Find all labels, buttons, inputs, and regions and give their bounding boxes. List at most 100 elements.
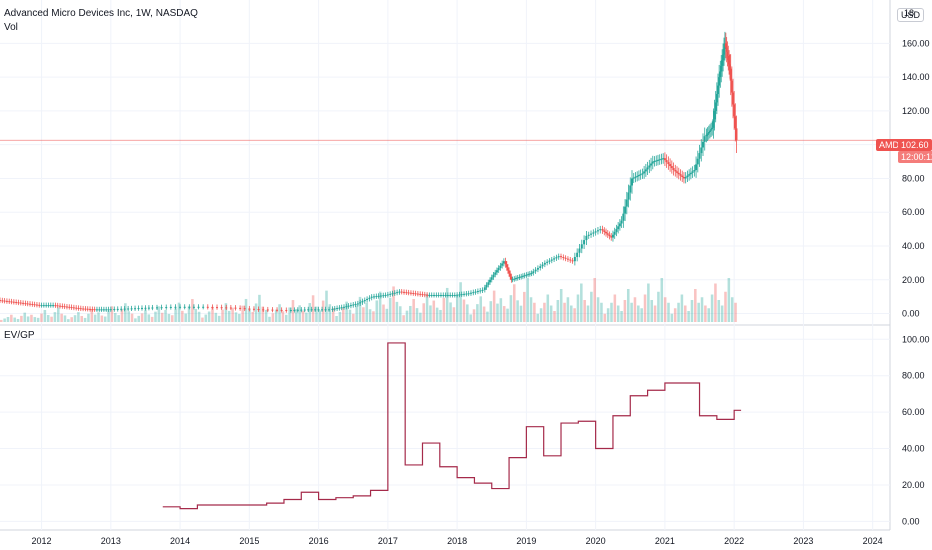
volume-bar	[590, 291, 593, 322]
volume-bar	[637, 305, 640, 322]
price-candle-body	[686, 175, 689, 178]
volume-bar	[623, 300, 627, 322]
price-candle-body	[8, 301, 11, 303]
indicator-label: EV/GP	[4, 330, 35, 341]
volume-bar	[352, 313, 355, 322]
price-candle-body	[458, 294, 461, 296]
price-candle-body	[509, 273, 512, 277]
price-candle-body	[506, 267, 509, 271]
volume-bar	[144, 309, 147, 322]
volume-bar	[258, 294, 261, 322]
volume-bar	[606, 308, 610, 322]
volume-bar	[710, 294, 714, 322]
volume-bar	[704, 305, 707, 322]
volume-bar	[539, 308, 543, 322]
price-axis-tick: 20.00	[902, 275, 925, 285]
price-candle-body	[696, 158, 699, 165]
volume-bar	[234, 312, 238, 322]
price-candle-body	[711, 127, 714, 130]
volume-bar	[80, 315, 84, 322]
volume-bar	[83, 317, 87, 322]
volume-bar	[640, 308, 643, 322]
price-candle-body	[631, 178, 634, 186]
volume-label: Vol	[4, 22, 18, 33]
price-candle-body	[660, 158, 663, 160]
price-candle-body	[684, 177, 687, 179]
price-candle-body	[340, 307, 343, 309]
currency-button[interactable]: USD	[896, 8, 924, 22]
volume-bar	[358, 296, 362, 322]
price-candle-body	[24, 303, 27, 305]
volume-bar	[489, 301, 493, 322]
price-candle-body	[550, 259, 553, 261]
price-candle-body	[714, 102, 717, 111]
price-candle-body	[310, 309, 313, 311]
price-candle-body	[49, 305, 52, 307]
volume-bar	[281, 311, 285, 322]
price-candle-body	[494, 272, 497, 275]
price-candle-body	[585, 235, 588, 241]
price-candle-body	[497, 267, 500, 271]
price-candle-body	[637, 175, 640, 177]
price-candle-body	[102, 309, 105, 311]
volume-bar	[6, 317, 10, 322]
price-axis-tick: 160.00	[902, 38, 930, 48]
volume-bar	[502, 306, 506, 322]
price-candle-body	[643, 171, 646, 174]
price-candle-body	[280, 309, 283, 311]
volume-bar	[181, 310, 184, 322]
price-candle-body	[412, 293, 415, 295]
time-axis-tick: 2017	[378, 536, 398, 546]
price-candle-body	[437, 294, 440, 296]
volume-bar	[184, 313, 187, 322]
volume-bar	[264, 309, 268, 322]
volume-bar	[318, 310, 322, 322]
volume-bar	[56, 307, 60, 322]
price-candle-body	[682, 177, 685, 179]
time-axis-tick: 2020	[586, 536, 606, 546]
volume-bar	[543, 302, 546, 322]
price-candle-body	[644, 169, 647, 172]
price-candle-body	[539, 266, 542, 268]
price-candle-body	[54, 305, 57, 307]
volume-bar	[137, 315, 141, 322]
volume-bar	[187, 306, 191, 322]
price-axis-tick: 0.00	[902, 309, 920, 319]
volume-bar	[261, 306, 265, 322]
price-candle-body	[625, 199, 628, 207]
price-candle-body	[109, 309, 112, 311]
volume-bar	[315, 306, 318, 322]
volume-bar	[442, 297, 446, 322]
price-candle-body	[453, 294, 456, 296]
price-candle-body	[252, 308, 255, 310]
price-candle-body	[576, 252, 579, 257]
volume-bar	[217, 315, 221, 322]
price-candle-body	[113, 309, 116, 311]
volume-bar	[291, 300, 295, 322]
volume-bar	[338, 311, 342, 322]
price-candle-body	[127, 308, 130, 310]
volume-bar	[40, 313, 43, 322]
price-candle-body	[481, 289, 484, 291]
price-candle-body	[386, 294, 389, 296]
price-candle-body	[728, 64, 731, 69]
volume-bar	[657, 291, 660, 322]
price-candle-body	[449, 294, 452, 296]
price-candle-body	[681, 175, 684, 178]
price-candle-body	[396, 292, 399, 294]
volume-bar	[388, 297, 392, 322]
volume-bar	[626, 289, 630, 322]
price-candle-body	[439, 294, 442, 296]
price-candle-body	[674, 170, 677, 172]
volume-bar	[720, 305, 724, 322]
price-candle-body	[317, 309, 320, 311]
volume-bar	[67, 319, 70, 322]
volume-bar	[435, 307, 439, 322]
price-candle-body	[423, 294, 426, 296]
volume-bar	[301, 310, 305, 322]
volume-bar	[335, 316, 338, 322]
volume-bar	[677, 302, 680, 322]
price-candle-body	[689, 172, 692, 175]
volume-bar	[241, 305, 244, 322]
price-candle-body	[428, 294, 431, 296]
